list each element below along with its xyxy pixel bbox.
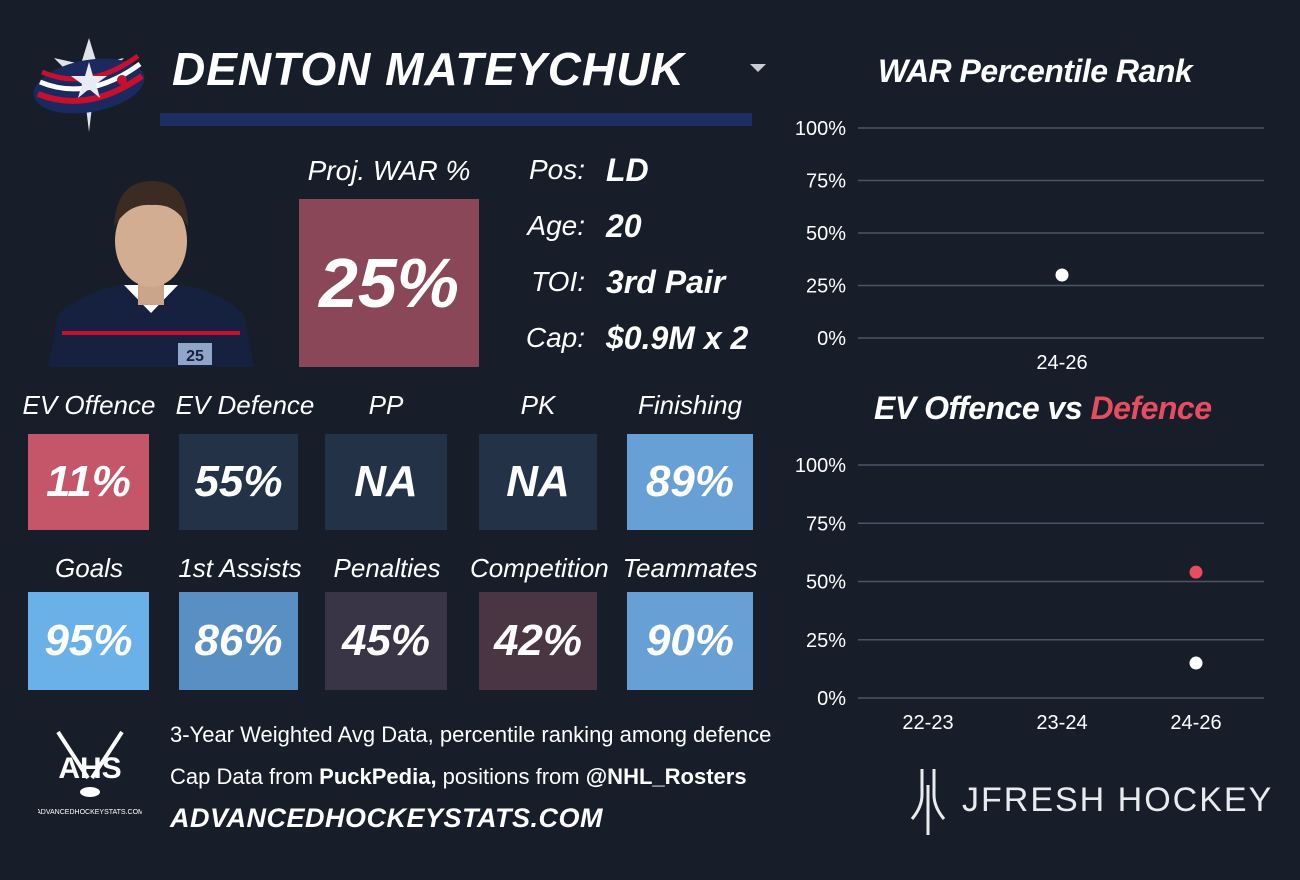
- ev-chart-title: EV Offence vs Defence: [874, 390, 1212, 427]
- ev-offence-defence-chart: 0% 25% 50% 75% 100% 22-23 23-24 24-26: [795, 455, 1264, 734]
- y-tick-label: 0%: [817, 328, 846, 350]
- y-tick-label: 100%: [795, 118, 846, 140]
- competition-label: Competition: [470, 553, 609, 583]
- cap-label: Cap:: [525, 322, 585, 353]
- y-tick-label: 75%: [806, 171, 846, 193]
- pos-value: LD: [606, 152, 649, 188]
- footer-line2-prefix: Cap Data from: [170, 764, 320, 789]
- y-tick-label: 75%: [806, 513, 846, 535]
- dropdown-caret-icon[interactable]: [750, 64, 766, 72]
- y-tick-label: 25%: [806, 276, 846, 298]
- blue-jackets-logo-icon: [28, 36, 150, 134]
- teammates-label: Teammates: [622, 553, 758, 583]
- pos-label: Pos:: [528, 154, 585, 185]
- footer-line2: Cap Data from PuckPedia, positions from …: [170, 764, 747, 790]
- x-tick-label: 22-23: [902, 712, 953, 734]
- x-tick-label: 23-24: [1036, 712, 1087, 734]
- data-point: [1189, 565, 1203, 579]
- competition-tile: 42%: [479, 592, 597, 690]
- ahs-logo-icon: AHS ADVANCEDHOCKEYSTATS.COM: [36, 728, 144, 820]
- data-point: [1189, 656, 1203, 670]
- ev-offence-label: EV Offence: [22, 390, 156, 420]
- player-name: DENTON MATEYCHUK: [172, 43, 685, 95]
- proj-war-label: Proj. WAR %: [307, 155, 471, 186]
- jfresh-stick-logo-icon: [908, 765, 948, 837]
- jersey-number: 25: [186, 348, 204, 365]
- x-tick-label: 24-26: [1170, 712, 1221, 734]
- pk-tile: NA: [479, 434, 597, 530]
- y-tick-label: 100%: [795, 455, 846, 477]
- finishing-tile: 89%: [627, 434, 753, 530]
- ev-defence-label: EV Defence: [175, 390, 315, 420]
- teammates-tile: 90%: [627, 592, 753, 690]
- site-url[interactable]: ADVANCEDHOCKEYSTATS.COM: [170, 803, 604, 833]
- ev-chart-title-part2: Defence: [1090, 390, 1213, 426]
- name-underline: [160, 113, 752, 126]
- age-value: 20: [606, 208, 642, 244]
- ahs-logo-text: AHS: [58, 752, 121, 785]
- ahs-logo-small-text: ADVANCEDHOCKEYSTATS.COM: [38, 809, 142, 816]
- pp-tile: NA: [325, 434, 447, 530]
- goals-tile: 95%: [28, 592, 149, 690]
- proj-war-value: 25%: [299, 199, 479, 367]
- toi-value: 3rd Pair: [606, 264, 726, 300]
- first-assists-tile: 86%: [179, 592, 298, 690]
- first-assists-label: 1st Assists: [178, 553, 302, 583]
- ev-defence-tile: 55%: [179, 434, 298, 530]
- ev-offence-tile: 11%: [28, 434, 149, 530]
- footer-line2-mid: positions from: [436, 764, 586, 789]
- y-tick-label: 0%: [817, 688, 846, 710]
- puckpedia-credit: PuckPedia,: [319, 764, 437, 789]
- brand-name: JFRESH HOCKEY: [962, 781, 1274, 819]
- footer-line1: 3-Year Weighted Avg Data, percentile ran…: [170, 722, 772, 747]
- cap-value: $0.9M x 2: [606, 320, 749, 356]
- nhl-rosters-credit: @NHL_Rosters: [585, 764, 747, 789]
- x-tick-label: 24-26: [1036, 352, 1087, 374]
- age-label: Age:: [527, 210, 585, 241]
- war-chart-title: WAR Percentile Rank: [878, 53, 1193, 89]
- goals-label: Goals: [55, 553, 123, 583]
- data-point: [1055, 268, 1069, 282]
- pk-label: PK: [520, 390, 556, 420]
- y-tick-label: 50%: [806, 223, 846, 245]
- player-headshot-icon: 25: [40, 165, 262, 367]
- y-tick-label: 25%: [806, 630, 846, 652]
- penalties-label: Penalties: [333, 553, 441, 583]
- pp-label: PP: [368, 390, 404, 420]
- ev-chart-title-part1: EV Offence vs: [874, 390, 1091, 426]
- penalties-tile: 45%: [325, 592, 447, 690]
- war-percentile-chart: 0% 25% 50% 75% 100% 24-26: [795, 118, 1264, 374]
- toi-label: TOI:: [531, 266, 585, 297]
- y-tick-label: 50%: [806, 572, 846, 594]
- finishing-label: Finishing: [637, 390, 743, 420]
